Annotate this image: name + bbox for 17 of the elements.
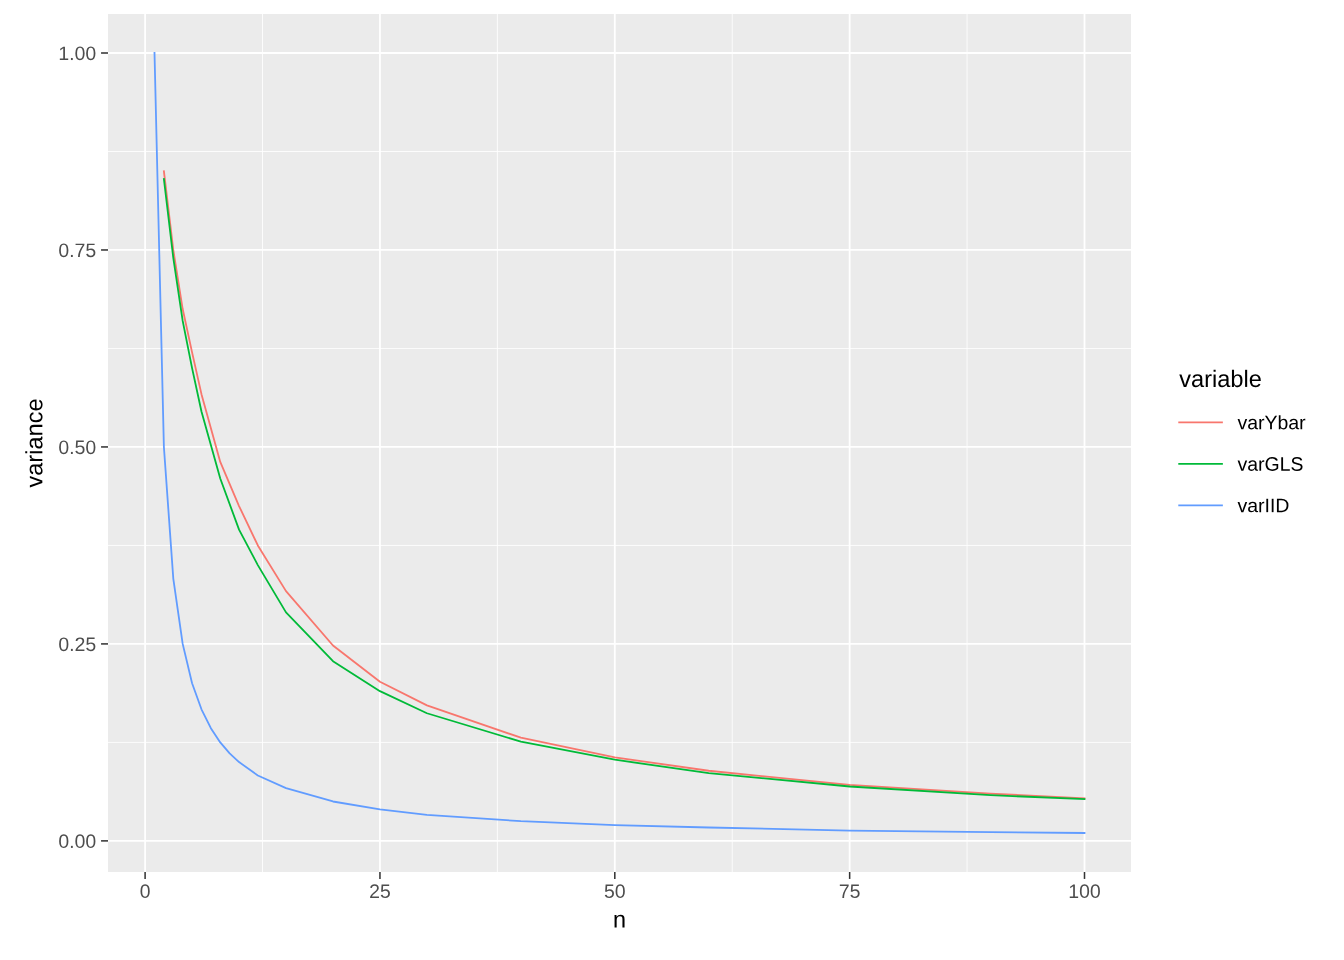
x-tick-label: 100 bbox=[1069, 884, 1100, 899]
y-tick-label: 0.50 bbox=[59, 440, 96, 455]
line-series bbox=[153, 52, 1086, 834]
legend-title: variable bbox=[1179, 369, 1261, 388]
x-tick-label: 25 bbox=[370, 884, 390, 899]
y-tick-label: 0.00 bbox=[59, 834, 96, 849]
y-tick-label: 0.75 bbox=[59, 243, 96, 258]
y-tick-label: 0.25 bbox=[59, 637, 96, 652]
legend-label: varYbar bbox=[1237, 415, 1306, 430]
y-tick-label: 1.00 bbox=[59, 46, 96, 61]
y-axis-title: variance bbox=[25, 399, 43, 488]
x-tick-label: 0 bbox=[140, 884, 150, 899]
x-axis-title: n bbox=[614, 914, 625, 928]
legend-label: varIID bbox=[1237, 498, 1289, 513]
x-tick-label: 50 bbox=[604, 884, 625, 899]
x-tick-label: 75 bbox=[839, 884, 860, 899]
legend-label: varGLS bbox=[1237, 457, 1303, 471]
